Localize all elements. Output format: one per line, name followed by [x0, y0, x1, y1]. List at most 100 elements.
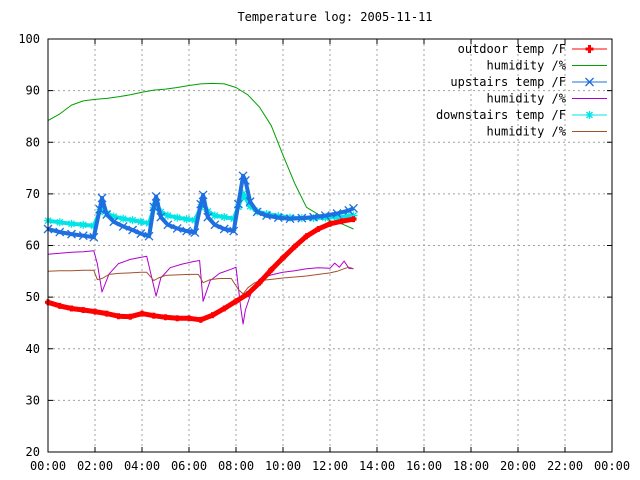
series-line	[47, 82, 354, 230]
data-point	[139, 310, 145, 317]
data-point	[144, 231, 154, 241]
data-point	[89, 232, 99, 242]
x-tick-label: 00:00	[594, 459, 630, 473]
data-point	[315, 225, 322, 232]
data-point	[103, 310, 110, 317]
data-point	[220, 213, 229, 222]
x-tick-label: 18:00	[453, 459, 489, 473]
y-tick-label: 70	[26, 187, 40, 201]
data-point	[198, 190, 208, 200]
y-tick-label: 80	[26, 135, 40, 149]
legend-label: downstairs temp /F	[436, 108, 566, 122]
x-tick-label: 14:00	[359, 459, 395, 473]
data-point	[128, 225, 138, 235]
series-group	[43, 82, 358, 325]
data-point	[252, 207, 262, 217]
x-tick-label: 02:00	[77, 459, 113, 473]
data-point	[229, 226, 239, 236]
data-point	[163, 211, 172, 220]
data-point	[280, 254, 286, 261]
data-point	[149, 202, 159, 212]
data-point	[56, 302, 63, 309]
data-point	[196, 199, 206, 209]
y-tick-label: 90	[26, 84, 40, 98]
data-point	[209, 312, 216, 319]
chart-title: Temperature log: 2005-11-11	[237, 10, 432, 24]
data-point	[182, 226, 192, 236]
legend-item: humidity /%	[487, 59, 607, 73]
data-point	[297, 213, 307, 223]
x-tick-label: 06:00	[171, 459, 207, 473]
data-point	[80, 307, 87, 314]
data-point	[97, 193, 107, 203]
data-point	[268, 266, 275, 273]
data-point	[327, 220, 333, 227]
data-point	[172, 224, 182, 233]
data-point	[303, 233, 310, 240]
data-point	[118, 221, 128, 231]
data-point	[233, 199, 243, 209]
data-point	[55, 218, 64, 227]
data-point	[68, 305, 75, 312]
data-point	[240, 175, 250, 185]
data-point	[244, 291, 251, 298]
plot-frame	[47, 38, 613, 453]
data-point	[233, 298, 239, 305]
data-point	[210, 220, 220, 230]
series-line	[47, 173, 355, 240]
legend-item: outdoor temp /F	[458, 42, 607, 56]
legend-marker	[585, 77, 594, 87]
legend-item: upstairs temp /F	[450, 75, 607, 89]
data-point	[309, 212, 319, 222]
y-tick-label: 40	[26, 342, 40, 356]
data-point	[150, 312, 157, 319]
legend-item: humidity /%	[487, 125, 607, 139]
legend-marker	[585, 45, 594, 53]
y-tick-label: 30	[26, 393, 40, 407]
data-point	[256, 279, 263, 286]
x-tick-label: 10:00	[265, 459, 301, 473]
legend-label: humidity /%	[487, 92, 567, 106]
data-point	[245, 197, 255, 207]
legend-marker	[585, 111, 594, 119]
legend-item: downstairs temp /F	[436, 108, 607, 122]
x-tick-label: 00:00	[30, 459, 66, 473]
data-point	[78, 231, 88, 241]
data-point	[156, 212, 166, 222]
series-5	[47, 266, 354, 295]
data-point	[350, 216, 357, 223]
y-tick-label: 100	[18, 32, 40, 46]
data-point	[338, 218, 345, 225]
data-point	[92, 308, 98, 315]
data-point	[344, 205, 354, 215]
series-1	[47, 82, 354, 230]
data-point	[79, 220, 88, 229]
data-point	[182, 215, 191, 224]
legend-label: outdoor temp /F	[458, 42, 566, 56]
legend-label: upstairs temp /F	[450, 75, 566, 89]
legend-label: humidity /%	[487, 125, 567, 139]
data-point	[163, 220, 173, 230]
data-point	[55, 227, 65, 237]
data-point	[102, 210, 112, 219]
series-3	[47, 250, 354, 325]
legend: outdoor temp /F humidity /% upstairs temp …	[436, 42, 607, 139]
data-point	[262, 211, 272, 221]
data-point	[67, 229, 76, 239]
data-point	[119, 214, 128, 223]
data-point	[291, 243, 298, 250]
data-point	[273, 213, 283, 223]
x-tick-label: 16:00	[406, 459, 442, 473]
series-line	[47, 250, 354, 325]
data-point	[173, 213, 182, 222]
y-tick-label: 60	[26, 239, 40, 253]
data-point	[95, 204, 105, 214]
x-tick-label: 22:00	[547, 459, 583, 473]
data-point	[151, 191, 161, 201]
series-2	[43, 171, 358, 242]
data-point	[332, 209, 342, 218]
data-point	[115, 313, 122, 320]
data-point	[128, 216, 137, 225]
data-point	[109, 217, 119, 227]
